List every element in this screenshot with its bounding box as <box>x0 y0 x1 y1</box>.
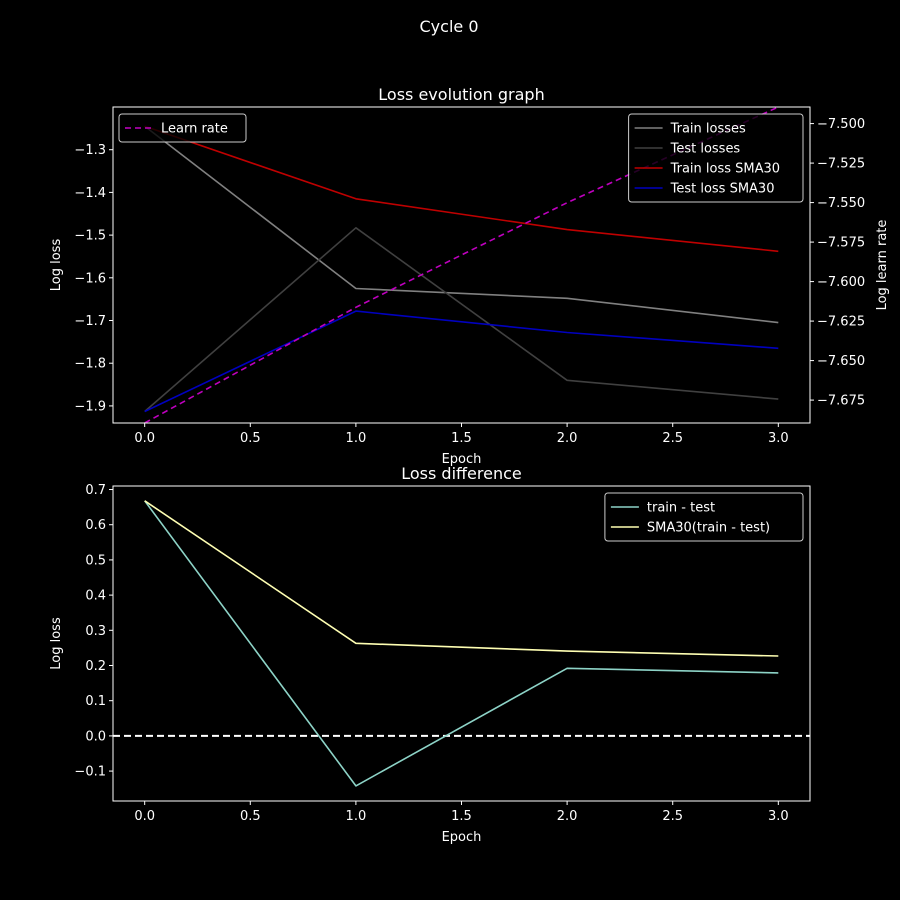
x-tick-label: 1.5 <box>451 431 472 446</box>
series-line-train-losses <box>144 125 779 324</box>
legend-upper-right: Train losses Test losses Train loss SMA30 T… <box>628 113 804 203</box>
y2-tick-label: −7.500 <box>817 117 865 132</box>
y-tick-label: 0.3 <box>85 624 106 639</box>
y-tick-label: −1.4 <box>74 186 106 201</box>
x-tick-label: 0.0 <box>134 809 155 824</box>
x-tick-label: 1.0 <box>346 431 367 446</box>
x-tick-label: 0.0 <box>134 431 155 446</box>
x-tick-label: 2.5 <box>662 431 683 446</box>
y2-tick-label: −7.575 <box>817 236 865 251</box>
x-tick-label: 0.5 <box>240 431 261 446</box>
x-tick-label: 2.0 <box>557 431 578 446</box>
x-tick-label: 1.0 <box>346 809 367 824</box>
y-tick-label: 0.1 <box>85 694 106 709</box>
legend-box <box>628 113 804 203</box>
x-axis-label: Epoch <box>442 452 482 467</box>
y-tick-label: −1.6 <box>74 271 106 286</box>
x-tick-label: 3.0 <box>768 809 789 824</box>
loss-difference-panel: 0.0 0.5 1.0 1.5 2.0 2.5 3.0 0.7 0.6 0.5 0.4 0.3 0.2 0… <box>49 464 811 845</box>
loss-evolution-panel: 0.0 0.5 1.0 1.5 2.0 2.5 3.0 −1.3 −1.4 −1.5 −1.6 −1.… <box>49 85 890 467</box>
legend-label-train-test: train - test <box>647 501 715 516</box>
legend-label-test-losses: Test losses <box>670 142 741 157</box>
figure-suptitle: Cycle 0 <box>420 17 479 36</box>
x-tick-label: 2.5 <box>662 809 683 824</box>
y-axis-label: Log loss <box>49 617 64 670</box>
legend-upper-right: train - test SMA30(train - test) <box>604 492 804 542</box>
x-axis-label: Epoch <box>442 830 482 845</box>
axes-title: Loss evolution graph <box>378 85 544 104</box>
series-line-test-loss-sma30 <box>144 310 779 413</box>
y2-axis-label: Log learn rate <box>875 220 890 311</box>
series-line-train-test <box>144 500 779 787</box>
legend-label-train-loss-sma30: Train loss SMA30 <box>670 162 780 177</box>
y2-tick-label: −7.675 <box>817 394 865 409</box>
y2-tick-label: −7.600 <box>817 275 865 290</box>
axes-frame <box>112 485 811 802</box>
y-tick-label: −1.3 <box>74 143 106 158</box>
legend-box <box>118 113 247 143</box>
y-tick-label: 0.4 <box>85 589 106 604</box>
y-tick-label: −1.8 <box>74 357 106 372</box>
x-tick-label: 2.0 <box>557 809 578 824</box>
x-tick-label: 1.5 <box>451 809 472 824</box>
legend-label-learn-rate: Learn rate <box>161 122 228 137</box>
legend-box <box>604 492 804 542</box>
y-tick-label: 0.2 <box>85 659 106 674</box>
y2-tick-label: −7.550 <box>817 196 865 211</box>
y2-tick-label: −7.525 <box>817 157 865 172</box>
y-tick-label: 0.6 <box>85 518 106 533</box>
legend-label-test-loss-sma30: Test loss SMA30 <box>670 182 775 197</box>
y-tick-label: −0.1 <box>74 765 106 780</box>
y-tick-label: −1.5 <box>74 229 106 244</box>
axes-frame <box>112 106 811 424</box>
y-tick-label: 0.7 <box>85 483 106 498</box>
legend-upper-left: Learn rate <box>118 113 247 143</box>
legend-label-sma30-train-test: SMA30(train - test) <box>647 521 770 536</box>
series-line-test-losses <box>144 227 779 413</box>
legend-label-train-losses: Train losses <box>670 122 746 137</box>
y-tick-label: 0.5 <box>85 553 106 568</box>
y2-tick-label: −7.625 <box>817 315 865 330</box>
y-tick-label: −1.9 <box>74 399 106 414</box>
y-tick-label: −1.7 <box>74 314 106 329</box>
axes-title: Loss difference <box>401 464 522 483</box>
series-group <box>144 500 779 787</box>
x-tick-label: 3.0 <box>768 431 789 446</box>
y-axis-label: Log loss <box>49 239 64 292</box>
series-line-sma30-train-test <box>144 500 779 657</box>
x-tick-label: 0.5 <box>240 809 261 824</box>
series-line-train-loss-sma30 <box>144 125 779 253</box>
y2-tick-label: −7.650 <box>817 354 865 369</box>
y-tick-label: 0.0 <box>85 729 106 744</box>
